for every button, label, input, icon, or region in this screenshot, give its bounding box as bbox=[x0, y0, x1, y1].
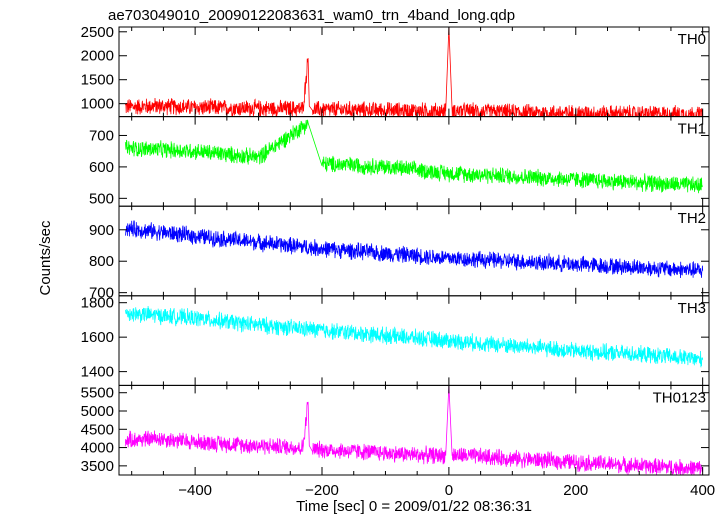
panel-frame bbox=[118, 26, 710, 118]
y-tick-label: 5500 bbox=[81, 385, 114, 402]
panels: 1000 1500 2000 2500 TH0 500 600 700 TH1 700 800 900… bbox=[81, 24, 710, 476]
series-line-th1 bbox=[124, 119, 703, 194]
panel-th0: 1000 1500 2000 2500 TH0 bbox=[81, 24, 710, 118]
y-tick-label: 1500 bbox=[81, 72, 114, 89]
panel-label: TH0 bbox=[678, 31, 706, 48]
y-tick-label: 5000 bbox=[81, 403, 114, 420]
y-tick-label: 2000 bbox=[81, 48, 114, 65]
x-tick-label: −400 bbox=[178, 482, 212, 499]
series-line-th0123 bbox=[124, 385, 704, 475]
panel-label: TH3 bbox=[678, 300, 706, 317]
y-tick-label: 1800 bbox=[81, 295, 114, 312]
x-tick-label: 0 bbox=[445, 482, 453, 499]
panel-label: TH1 bbox=[678, 121, 706, 138]
y-tick-label: 2500 bbox=[81, 24, 114, 41]
x-tick-label: 400 bbox=[690, 482, 715, 499]
y-tick-label: 800 bbox=[89, 253, 114, 270]
y-tick-label: 1600 bbox=[81, 329, 114, 346]
y-tick-label: 1000 bbox=[81, 96, 114, 113]
y-tick-label: 700 bbox=[89, 127, 114, 144]
y-tick-label: 600 bbox=[89, 159, 114, 176]
panel-th2: 700 800 900 TH2 bbox=[89, 205, 710, 302]
y-tick-label: 900 bbox=[89, 222, 114, 239]
y-axis-label: Counts/sec bbox=[37, 220, 54, 296]
y-tick-label: 700 bbox=[89, 285, 114, 302]
panel-frame bbox=[118, 384, 710, 476]
y-tick-label: 1400 bbox=[81, 364, 114, 381]
panel-label: TH0123 bbox=[653, 389, 706, 406]
x-tick-label: −200 bbox=[305, 482, 339, 499]
y-tick-label: 4500 bbox=[81, 421, 114, 438]
series-line-th0 bbox=[124, 27, 704, 117]
panel-th3: 1400 1600 1800 TH3 bbox=[81, 295, 710, 386]
x-tick-label: 200 bbox=[563, 482, 588, 499]
x-axis-ticks: −400 −200 0 200 400 bbox=[178, 482, 715, 499]
panel-label: TH2 bbox=[678, 210, 706, 227]
y-tick-label: 3500 bbox=[81, 458, 114, 475]
y-tick-label: 4000 bbox=[81, 440, 114, 457]
panel-th1: 500 600 700 TH1 bbox=[89, 116, 710, 207]
chart-title: ae703049010_20090122083631_wam0_trn_4ban… bbox=[108, 7, 515, 24]
series-line-th3 bbox=[124, 305, 704, 368]
x-axis-label: Time [sec] 0 = 2009/01/22 08:36:31 bbox=[296, 498, 532, 515]
series-line-th2 bbox=[125, 220, 704, 279]
y-tick-label: 500 bbox=[89, 190, 114, 207]
